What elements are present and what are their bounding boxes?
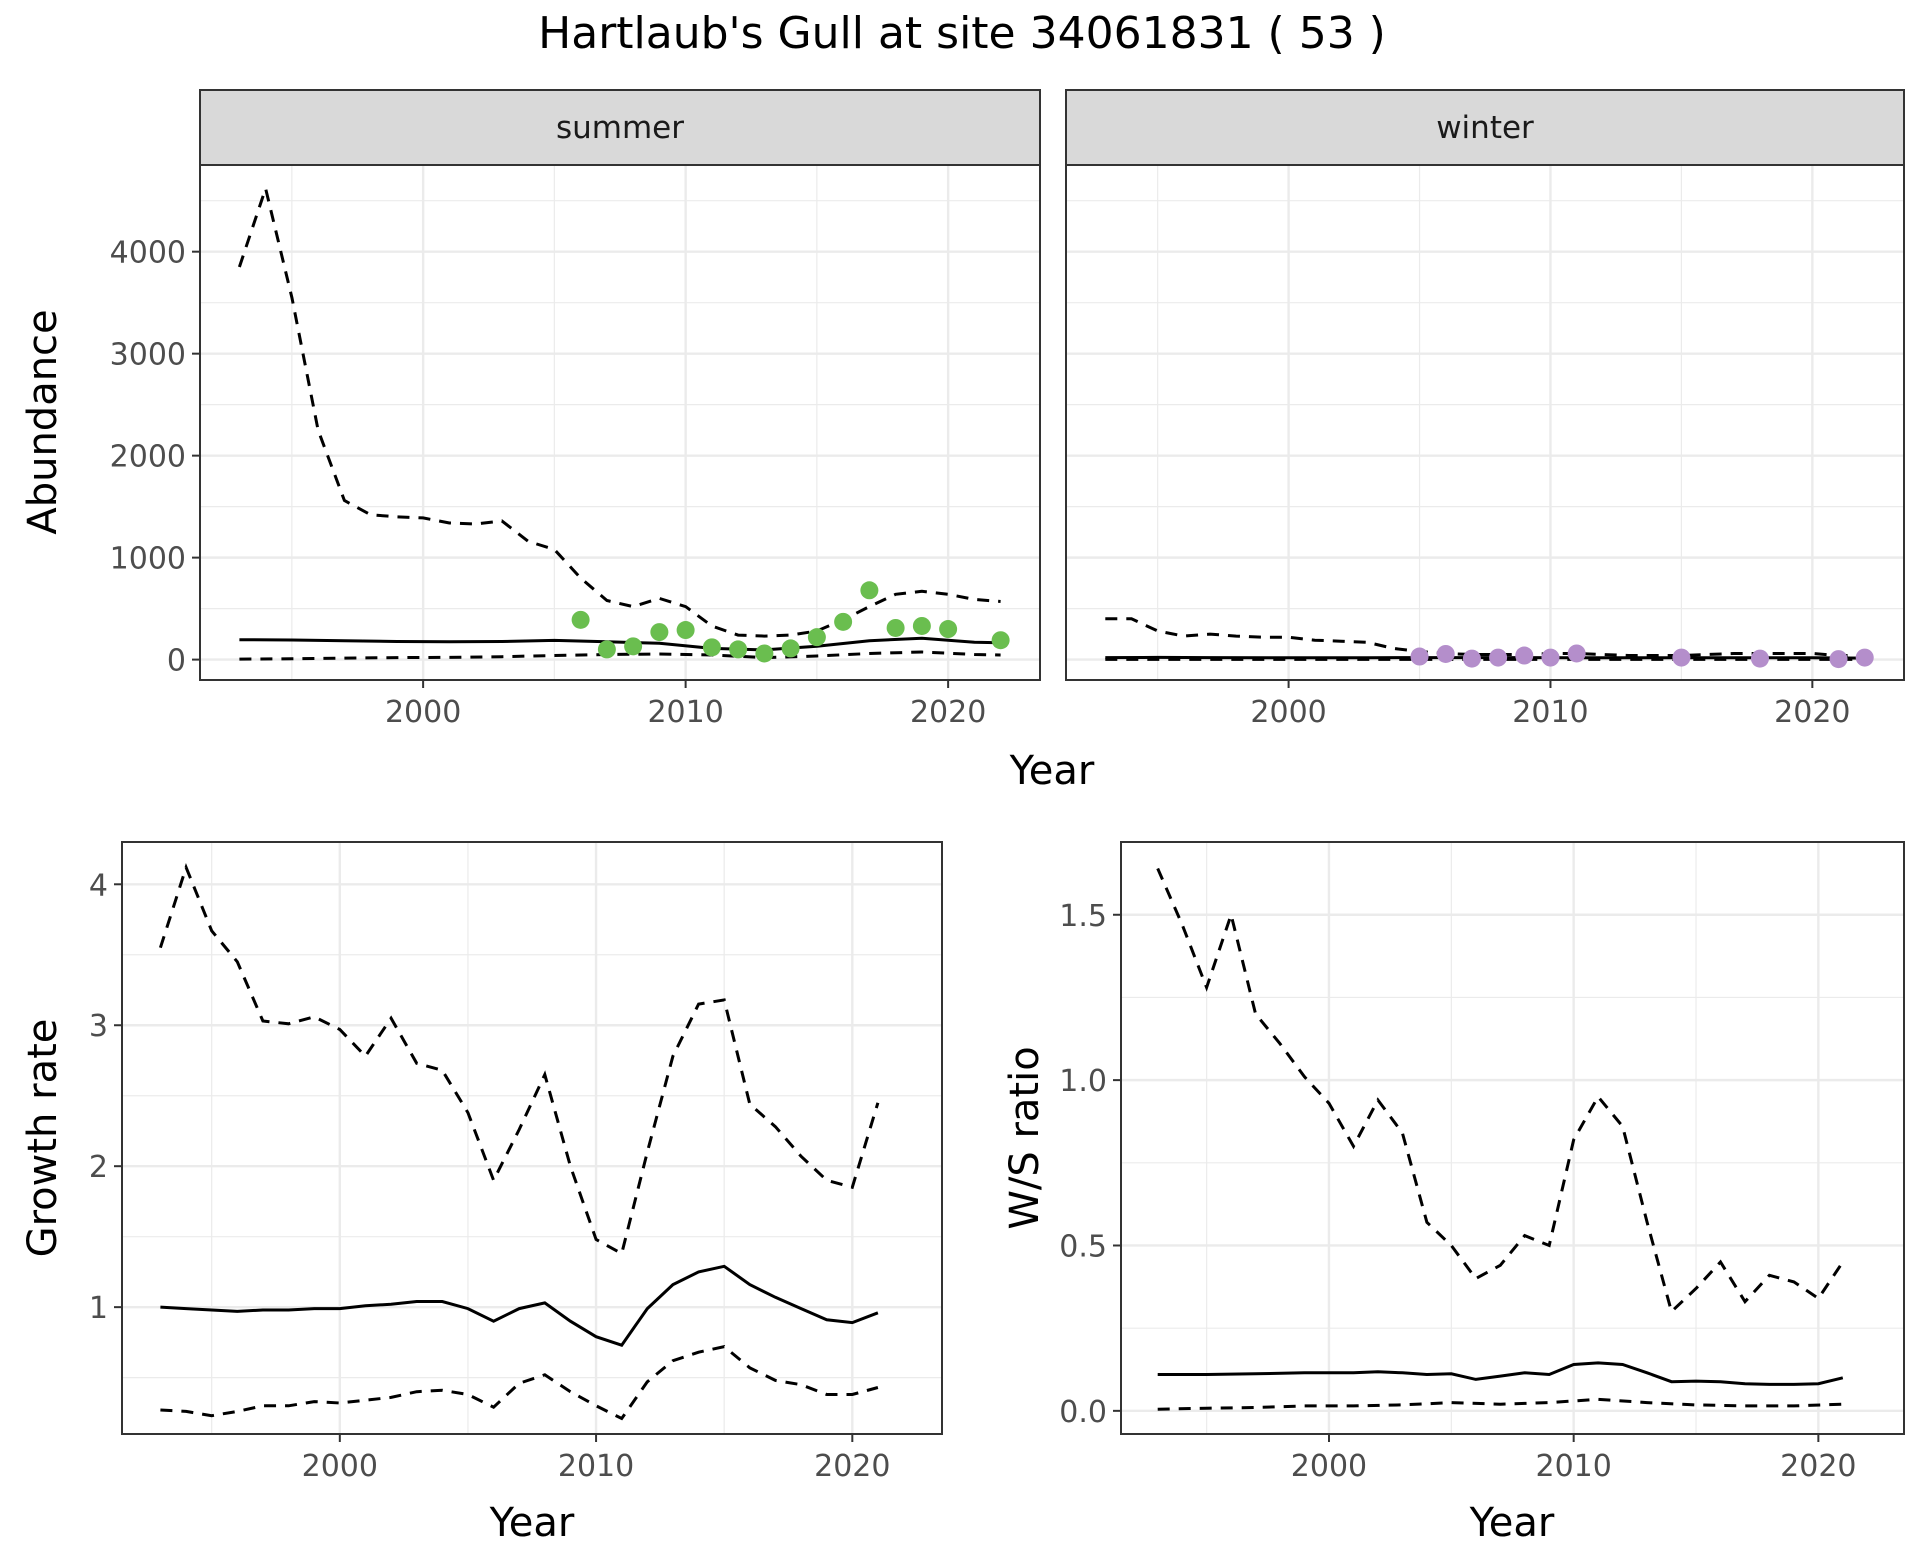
facet-strip-summer	[199, 89, 1041, 166]
data-point	[1462, 649, 1481, 668]
data-point	[729, 640, 748, 659]
data-point	[650, 623, 669, 642]
data-point	[1489, 648, 1508, 667]
data-point	[676, 621, 695, 640]
data-point	[1515, 646, 1534, 665]
lower-bound-line	[239, 650, 1001, 661]
panel-background	[1066, 165, 1904, 680]
x-tick-label: 2000	[1291, 1449, 1367, 1484]
y-axis-title: Growth rate	[20, 1019, 66, 1258]
y-tick-label: 0	[167, 644, 186, 679]
panel-border	[121, 841, 943, 1435]
x-tick-label: 2020	[1774, 695, 1850, 730]
x-axis-title: Year	[1469, 1500, 1555, 1546]
x-tick-label: 2020	[910, 695, 986, 730]
data-point	[860, 581, 879, 600]
data-point	[755, 644, 774, 663]
y-tick-label: 1.0	[1059, 1064, 1107, 1099]
y-tick-label: 3	[89, 1009, 108, 1044]
upper-bound-line	[1156, 867, 1845, 1315]
data-point	[781, 639, 800, 658]
data-point	[807, 628, 826, 647]
data-point	[1567, 644, 1586, 663]
panel-border	[1065, 164, 1905, 681]
y-tick-label: 4000	[110, 236, 186, 271]
panel-background	[122, 842, 942, 1434]
x-axis-title: Year	[489, 1500, 575, 1546]
lower-bound-line	[1157, 1397, 1843, 1411]
ws-ratio-panel: 2000 2010 2020 0.0 0.5 1.0 1.5	[1059, 841, 1905, 1484]
x-axis-title: Year	[1009, 748, 1095, 794]
facet-strip-label: winter	[1436, 110, 1534, 146]
data-point	[1855, 648, 1874, 667]
x-tick-label: 2000	[385, 695, 461, 730]
data-point	[624, 637, 643, 656]
data-point	[834, 612, 853, 631]
figure-title: Hartlaub's Gull at site 34061831 ( 53 )	[538, 8, 1386, 59]
data-point	[702, 638, 721, 657]
x-tick-label: 2000	[1250, 695, 1326, 730]
upper-bound-line	[1105, 617, 1865, 657]
facet-strip-label: summer	[556, 110, 684, 146]
data-point	[571, 610, 590, 629]
panel-border	[199, 164, 1041, 681]
x-tick-label: 2010	[1535, 1449, 1611, 1484]
y-tick-label: 2	[89, 1150, 108, 1185]
upper-bound-line	[158, 862, 880, 1256]
upper-bound-line	[237, 183, 1001, 638]
data-point	[991, 631, 1010, 650]
y-tick-label: 3000	[110, 338, 186, 373]
growth-rate-panel: 2000 2010 2020 1 2 3 4	[89, 841, 943, 1484]
y-tick-label: 2000	[110, 440, 186, 475]
data-point	[1410, 647, 1429, 666]
panel-border	[1120, 841, 1905, 1435]
y-axis-title: Abundance	[20, 309, 66, 534]
mean-line	[1157, 1361, 1844, 1386]
y-tick-label: 1000	[110, 542, 186, 577]
data-point	[1829, 650, 1848, 669]
x-tick-label: 2000	[302, 1449, 378, 1484]
y-tick-label: 0.0	[1059, 1395, 1107, 1430]
x-tick-label: 2010	[647, 695, 723, 730]
data-point	[912, 616, 931, 635]
data-point	[1436, 644, 1455, 663]
x-tick-label: 2010	[558, 1449, 634, 1484]
data-point	[1750, 649, 1769, 668]
data-point	[597, 640, 616, 659]
mean-line	[160, 1264, 879, 1347]
x-tick-label: 2020	[1780, 1449, 1856, 1484]
data-point	[1672, 648, 1691, 667]
y-tick-label: 4	[89, 868, 108, 903]
abundance-panel-winter: 2000 2010 2020	[1065, 164, 1905, 730]
data-point	[1541, 648, 1560, 667]
facet-strip-winter	[1065, 89, 1905, 166]
y-axis-title: W/S ratio	[1002, 1046, 1048, 1229]
mean-line	[1105, 655, 1865, 660]
y-tick-label: 0.5	[1059, 1229, 1107, 1264]
plots: summer 2000 2010 2020 0 1000 2000 3000 4000 winte…	[20, 89, 1905, 1546]
abundance-panel-summer: 2000 2010 2020 0 1000 2000 3000 4000	[110, 164, 1041, 730]
x-tick-label: 2020	[814, 1449, 890, 1484]
data-point	[886, 618, 905, 637]
data-point	[939, 620, 958, 639]
y-tick-label: 1.5	[1059, 899, 1107, 934]
x-tick-label: 2010	[1512, 695, 1588, 730]
panel-background	[1121, 842, 1904, 1434]
y-tick-label: 1	[89, 1291, 108, 1326]
